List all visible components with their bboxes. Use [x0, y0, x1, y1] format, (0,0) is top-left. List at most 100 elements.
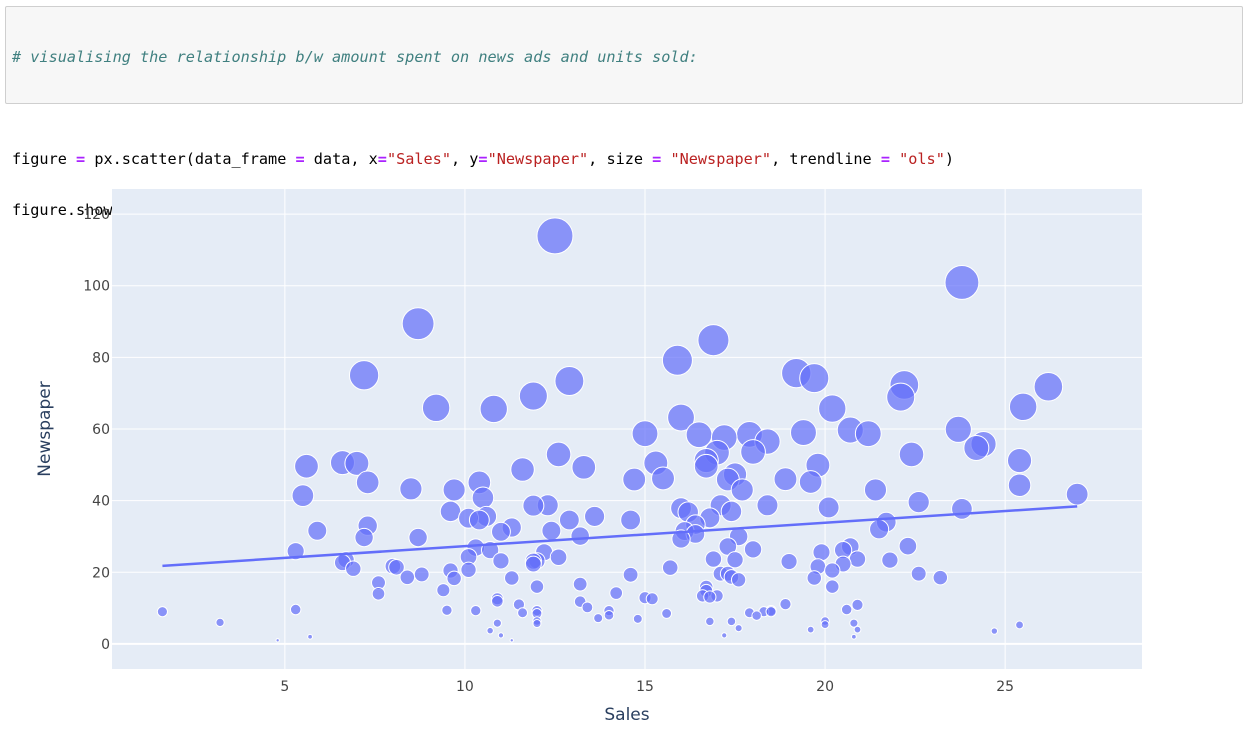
scatter-point[interactable] — [354, 527, 374, 548]
code-cell[interactable]: # visualising the relationship b/w amoun… — [5, 6, 1243, 219]
scatter-point[interactable] — [773, 467, 798, 492]
scatter-point[interactable] — [661, 559, 679, 576]
scatter-point[interactable] — [863, 478, 888, 502]
scatter-point[interactable] — [806, 570, 823, 586]
scatter-point[interactable] — [522, 494, 545, 517]
scatter-point[interactable] — [554, 366, 585, 396]
scatter-point[interactable] — [820, 620, 830, 630]
scatter-point[interactable] — [572, 576, 588, 592]
scatter-point[interactable] — [661, 344, 693, 376]
scatter-point[interactable] — [479, 394, 508, 424]
scatter-point[interactable] — [851, 598, 864, 611]
scatter-point[interactable] — [632, 613, 643, 624]
scatter-point[interactable] — [765, 606, 777, 618]
scatter-point[interactable] — [661, 608, 673, 619]
scatter-point[interactable] — [705, 616, 715, 627]
scatter-point[interactable] — [549, 548, 568, 567]
scatter-point[interactable] — [910, 565, 927, 582]
scatter-point[interactable] — [720, 500, 743, 523]
scatter-point[interactable] — [532, 618, 542, 629]
scatter-point[interactable] — [529, 579, 545, 594]
scatter-point[interactable] — [818, 394, 847, 423]
scatter-point[interactable] — [622, 566, 639, 583]
scatter-point[interactable] — [886, 382, 916, 412]
scatter-point[interactable] — [413, 566, 430, 583]
scatter-point[interactable] — [492, 618, 502, 628]
scatter-point[interactable] — [721, 632, 728, 639]
scatter-point[interactable] — [756, 494, 779, 517]
scatter-point[interactable] — [345, 560, 362, 577]
scatter-point[interactable] — [541, 520, 562, 541]
scatter-point[interactable] — [780, 552, 798, 571]
scatter-point[interactable] — [824, 562, 841, 579]
scatter-point[interactable] — [817, 496, 840, 519]
scatter-point[interactable] — [703, 590, 717, 604]
scatter-point[interactable] — [581, 601, 594, 614]
scatter-point[interactable] — [570, 526, 590, 546]
scatter-point[interactable] — [671, 529, 691, 549]
scatter-point[interactable] — [348, 360, 380, 391]
scatter-point[interactable] — [853, 625, 862, 634]
scatter-point[interactable] — [399, 569, 416, 586]
scatter-point[interactable] — [215, 617, 225, 628]
scatter-point[interactable] — [1006, 447, 1033, 474]
scatter-point[interactable] — [799, 363, 830, 394]
scatter-point[interactable] — [603, 609, 615, 621]
scatter-point[interactable] — [881, 551, 899, 569]
scatter-point[interactable] — [355, 470, 380, 495]
scatter-point[interactable] — [751, 610, 762, 621]
scatter-point[interactable] — [1008, 392, 1038, 422]
scatter-point[interactable] — [849, 618, 859, 628]
scatter-point[interactable] — [743, 540, 763, 559]
scatter-point[interactable] — [509, 638, 514, 643]
scatter-point[interactable] — [436, 583, 451, 598]
scatter-point[interactable] — [693, 453, 719, 479]
scatter-point[interactable] — [734, 624, 743, 633]
scatter-point[interactable] — [848, 550, 867, 568]
scatter-point[interactable] — [869, 519, 890, 540]
scatter-point[interactable] — [898, 536, 918, 556]
scatter-point[interactable] — [651, 466, 675, 491]
scatter-point[interactable] — [291, 484, 315, 507]
scatter-point[interactable] — [854, 420, 882, 448]
scatter-point[interactable] — [851, 633, 857, 640]
scatter-point[interactable] — [1065, 482, 1089, 506]
scatter-point[interactable] — [294, 453, 319, 479]
scatter-point[interactable] — [951, 498, 973, 520]
scatter-point[interactable] — [307, 633, 313, 640]
scatter-point[interactable] — [460, 561, 477, 578]
scatter-point[interactable] — [470, 604, 482, 617]
scatter-point[interactable] — [593, 613, 604, 624]
scatter-point[interactable] — [726, 616, 737, 627]
scatter-point[interactable] — [963, 435, 990, 461]
scatter-point[interactable] — [408, 527, 428, 548]
scatter-point[interactable] — [620, 509, 642, 531]
scatter-point[interactable] — [399, 477, 423, 501]
scatter-point[interactable] — [1015, 620, 1024, 630]
scatter-point[interactable] — [491, 521, 511, 542]
scatter-point[interactable] — [510, 457, 535, 482]
scatter-point[interactable] — [631, 420, 659, 448]
scatter-point[interactable] — [536, 217, 574, 255]
scatter-point[interactable] — [491, 594, 504, 608]
scatter-point[interactable] — [442, 478, 466, 502]
scatter-point[interactable] — [622, 467, 647, 492]
scatter-point[interactable] — [697, 324, 730, 357]
scatter-point[interactable] — [645, 592, 659, 606]
scatter-point[interactable] — [731, 572, 747, 588]
scatter-point[interactable] — [806, 625, 815, 634]
scatter-point[interactable] — [388, 558, 405, 576]
scatter-point[interactable] — [944, 415, 972, 443]
scatter-point[interactable] — [704, 550, 723, 568]
scatter-point[interactable] — [726, 551, 744, 569]
scatter-point[interactable] — [1007, 473, 1032, 497]
scatter-point[interactable] — [441, 604, 453, 616]
scatter-point[interactable] — [990, 627, 999, 635]
scatter-point[interactable] — [439, 500, 462, 523]
scatter-point[interactable] — [289, 603, 302, 616]
scatter-point[interactable] — [545, 441, 572, 468]
scatter-point[interactable] — [497, 632, 505, 639]
scatter-point[interactable] — [344, 450, 370, 476]
scatter-point[interactable] — [471, 486, 495, 510]
scatter-point[interactable] — [558, 509, 580, 531]
